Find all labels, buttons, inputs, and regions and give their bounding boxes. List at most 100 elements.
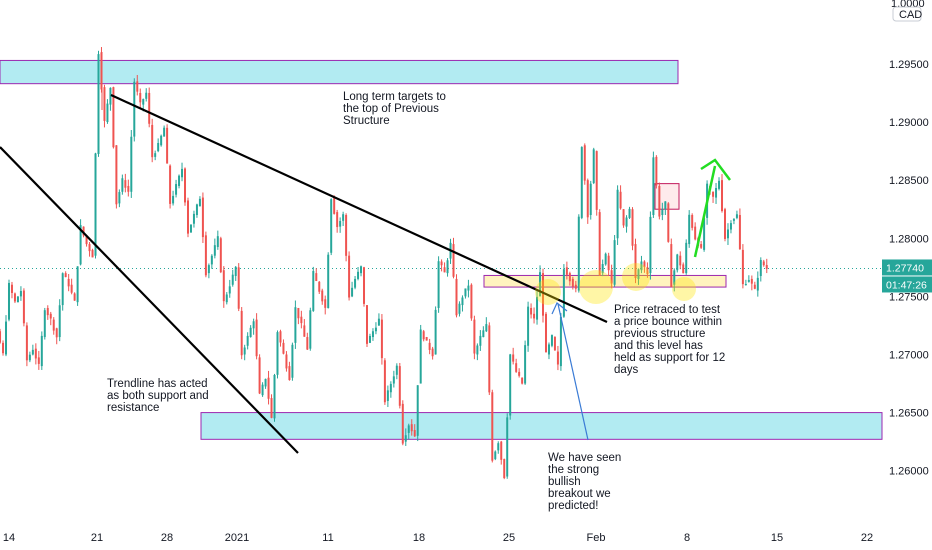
currency-badge[interactable] (892, 6, 922, 22)
x-tick-label: 25 (503, 532, 515, 544)
candle-body (404, 435, 407, 442)
candle-body (186, 200, 189, 234)
candle-body (154, 153, 157, 157)
candle-body (234, 266, 237, 277)
candle-body (16, 296, 19, 303)
retrace-note-line: Price retraced to test (614, 304, 721, 316)
candle-body (321, 290, 324, 302)
candle-body (753, 284, 756, 289)
y-tick-label: 1.29000 (889, 117, 929, 129)
candle-body (40, 335, 43, 367)
candle-body (67, 278, 70, 287)
candle-body (577, 216, 580, 291)
candle-body (631, 209, 634, 246)
candle-body (670, 244, 673, 287)
candle-body (58, 305, 61, 338)
candle-body (610, 270, 613, 284)
candle-body (712, 191, 715, 197)
candle-body (118, 192, 121, 204)
candle-body (70, 284, 73, 293)
candle-body (169, 165, 172, 204)
candle-day (643, 151, 661, 280)
trendline-note-line: Trendline has acted (107, 378, 208, 390)
candle-body (318, 281, 321, 292)
candle-body (94, 153, 97, 256)
candle-body (13, 293, 16, 302)
candle-body (368, 335, 371, 343)
candle-body (288, 366, 291, 381)
candle-body (139, 92, 142, 103)
retest-support-zone (483, 274, 727, 288)
candle-body (151, 124, 154, 158)
candle-body (419, 329, 422, 384)
candle-day (661, 201, 679, 292)
y-tick-label: 1.28500 (889, 175, 929, 187)
candle-body (398, 366, 401, 406)
candle-body (765, 264, 768, 269)
candle-day (625, 206, 643, 285)
candle-body (682, 264, 685, 274)
candle-body (348, 255, 351, 298)
breakout-note-line: bullish (548, 476, 581, 488)
candle-body (181, 168, 184, 178)
bullish-target-arrow-head (700, 158, 731, 181)
breakout-note-line: breakout we (548, 488, 611, 500)
candle-body (22, 290, 25, 324)
candle-body (503, 459, 506, 479)
trendline-note-line: as both support and (107, 390, 209, 402)
candle-day (213, 230, 231, 308)
candle-body (25, 325, 28, 361)
candle-body (550, 335, 553, 346)
candle-body (10, 284, 13, 293)
candle-body (336, 212, 339, 228)
candle-body (544, 313, 547, 353)
candle-body (640, 261, 643, 271)
candle-body (565, 267, 568, 275)
candle-body (163, 127, 166, 137)
candle-body (106, 103, 109, 123)
candle-body (744, 284, 747, 286)
candle-body (521, 377, 524, 384)
candle-day (750, 257, 768, 297)
candle-body (718, 180, 721, 189)
candle-body (688, 214, 691, 245)
candle-body (738, 215, 741, 250)
candle-body (703, 218, 706, 250)
candle-body (634, 244, 637, 278)
candle-day (106, 86, 124, 209)
candle-body (434, 309, 437, 355)
candle-day (124, 74, 142, 198)
candle-body (485, 324, 488, 332)
candle-body (142, 99, 145, 105)
retrace-note-line: and this level has (614, 340, 703, 352)
candle-body (121, 178, 124, 192)
candle-body (291, 344, 294, 378)
y-tick-label: 1.27000 (889, 349, 929, 361)
candle-body (601, 264, 604, 274)
candle-body (342, 214, 345, 221)
candle-body (82, 226, 85, 236)
candle-body (395, 365, 398, 375)
candle-body (0, 331, 2, 343)
x-tick-label: 15 (771, 532, 783, 544)
retrace-note-line: a price bounce within (614, 316, 722, 328)
symbol-partial-label: 1,0000 (891, 0, 925, 10)
candle-day (52, 271, 70, 345)
candle-body (133, 81, 136, 137)
candle-body (198, 198, 201, 207)
candle-body (592, 149, 595, 184)
candle-body (500, 441, 503, 460)
candle-body (148, 92, 151, 124)
candle-body (178, 175, 181, 186)
y-tick-label: 1.29500 (889, 59, 929, 71)
candle-body (649, 216, 652, 274)
candle-body (91, 249, 94, 258)
candle-body (667, 203, 670, 242)
last-price-value: 1.27740 (886, 262, 924, 274)
candle-body (7, 282, 10, 320)
candle-body (279, 331, 282, 343)
candle-body (515, 363, 518, 372)
candle-day (357, 265, 374, 348)
candle-body (252, 321, 255, 329)
